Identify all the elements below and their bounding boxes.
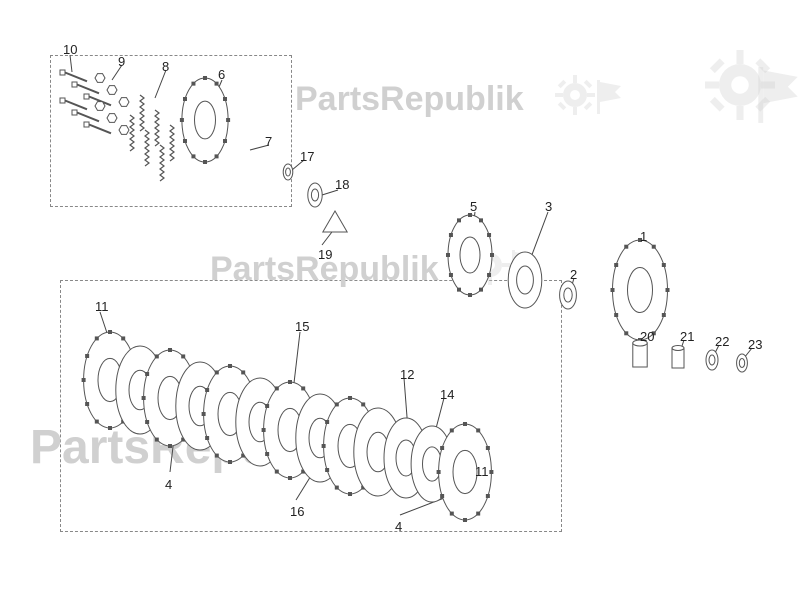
washer-22 xyxy=(706,350,718,370)
nut-3 xyxy=(119,98,129,107)
callout-22: 22 xyxy=(715,335,729,348)
callout-11: 11 xyxy=(475,465,489,478)
callout-7: 7 xyxy=(265,135,272,148)
leader-line xyxy=(70,55,72,72)
leader-line xyxy=(155,70,166,98)
callout-20: 20 xyxy=(640,330,654,343)
bolt-6 xyxy=(84,122,111,133)
callout-3: 3 xyxy=(545,200,552,213)
callout-6: 6 xyxy=(218,68,225,81)
callout-21: 21 xyxy=(680,330,694,343)
callout-23: 23 xyxy=(748,338,762,351)
spring-2 xyxy=(155,110,159,146)
callout-17: 17 xyxy=(300,150,314,163)
bearing xyxy=(308,183,322,207)
thrust-plate xyxy=(508,252,542,308)
callout-4: 4 xyxy=(165,478,172,491)
callout-12: 12 xyxy=(400,368,414,381)
nut-6 xyxy=(119,126,129,135)
bolt-5 xyxy=(72,110,99,121)
callout-16: 16 xyxy=(290,505,304,518)
callout-15: 15 xyxy=(295,320,309,333)
callout-19: 19 xyxy=(318,248,332,261)
callout-1: 1 xyxy=(640,230,647,243)
washer-17 xyxy=(283,164,293,180)
parts-layer xyxy=(0,0,801,601)
clutch-hub xyxy=(446,213,494,297)
nut-1 xyxy=(95,74,105,83)
callout-10: 10 xyxy=(63,43,77,56)
bushing-20 xyxy=(633,340,647,367)
callout-18: 18 xyxy=(335,178,349,191)
spring-4 xyxy=(130,115,134,151)
diagram-canvas: PartsRepublik PartsRepublik PartsRepubli… xyxy=(0,0,801,601)
bolt-4 xyxy=(60,98,87,109)
clutch-housing xyxy=(611,238,670,342)
leader-line xyxy=(530,212,548,260)
washer-23 xyxy=(737,354,748,372)
callout-11: 11 xyxy=(95,300,109,313)
spring-5 xyxy=(145,130,149,166)
bolt-2 xyxy=(72,82,99,93)
nut-5 xyxy=(107,114,117,123)
nut-2 xyxy=(107,86,117,95)
callout-2: 2 xyxy=(570,268,577,281)
washer-2 xyxy=(560,281,577,309)
spring-3 xyxy=(170,125,174,161)
bolt-1 xyxy=(60,70,87,81)
callout-5: 5 xyxy=(470,200,477,213)
spring-6 xyxy=(160,145,164,181)
callout-9: 9 xyxy=(118,55,125,68)
callout-8: 8 xyxy=(162,60,169,73)
pressure-plate xyxy=(180,76,230,164)
nut-4 xyxy=(95,102,105,111)
callout-4: 4 xyxy=(395,520,402,533)
sleeve-21 xyxy=(672,346,684,369)
spring-1 xyxy=(140,95,144,131)
callout-14: 14 xyxy=(440,388,454,401)
retainer xyxy=(323,211,347,232)
